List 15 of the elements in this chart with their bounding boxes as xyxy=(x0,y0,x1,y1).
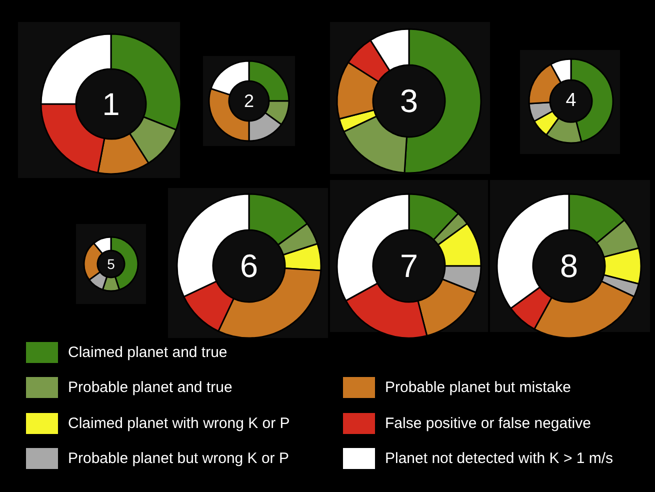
legend-label: Planet not detected with K > 1 m/s xyxy=(385,450,614,467)
text: 7 xyxy=(398,246,419,286)
text: 2 xyxy=(206,58,292,144)
legend-label: Claimed planet with wrong K or P xyxy=(68,414,290,432)
text: 4 xyxy=(564,89,578,113)
legend-label: Probable planet but mistake xyxy=(385,379,571,396)
text: 8 xyxy=(558,246,579,286)
text: 6 xyxy=(238,246,259,286)
legend-label: False positive or false negative xyxy=(385,414,591,432)
legend-label: Probable planet and true xyxy=(68,379,232,396)
legend-label: Probable planet but wrong K or P xyxy=(68,450,289,467)
legend-label: Claimed planet and true xyxy=(68,344,228,360)
text: 1 xyxy=(101,84,121,124)
text: 3 xyxy=(398,82,419,120)
text: 5 xyxy=(106,255,116,274)
